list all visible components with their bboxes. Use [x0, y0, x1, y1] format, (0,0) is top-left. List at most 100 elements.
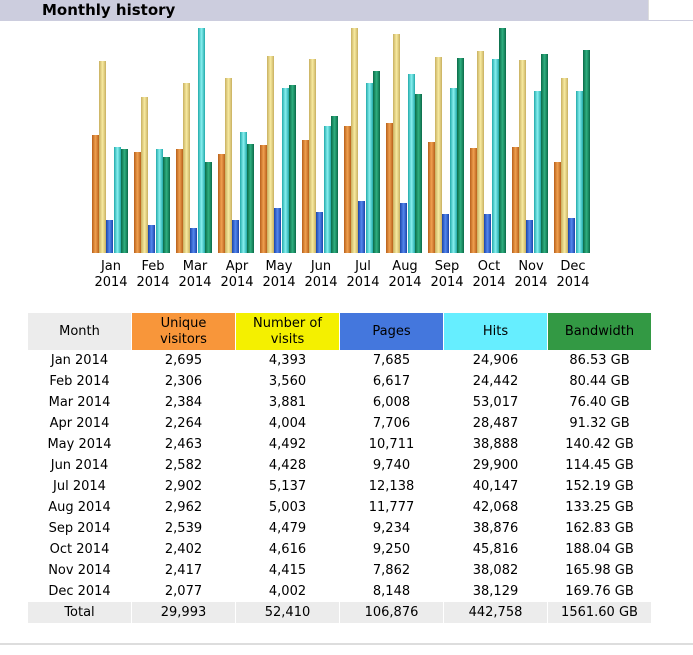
table-cell: 3,881 — [268, 395, 307, 410]
table-cell: 4,415 — [268, 563, 307, 578]
table-cell: Apr 2014 — [49, 416, 110, 431]
bar-pages — [400, 203, 408, 253]
bar-hits — [491, 59, 499, 253]
bar-visitors — [386, 123, 393, 253]
bar-visitors — [260, 145, 267, 253]
table-row: Mar 2014 2,384 3,881 6,008 53,017 76.40 GB — [28, 392, 651, 413]
bar-visitors — [512, 147, 519, 253]
bar-hits — [575, 91, 583, 253]
bar-visitors — [218, 154, 225, 253]
bar-bandwidth — [120, 149, 128, 253]
table-row: Nov 2014 2,417 4,415 7,862 38,082 165.98 GB — [28, 560, 651, 581]
bar-hits — [533, 91, 541, 253]
bar-hits — [323, 126, 331, 253]
table-cell: 86.53 GB — [569, 353, 630, 368]
table-cell: 5,003 — [268, 500, 307, 515]
bar-visits — [309, 59, 317, 253]
table-cell: 9,250 — [372, 542, 411, 557]
table-cell: Jun 2014 — [50, 458, 109, 473]
bar-visitors — [92, 135, 99, 253]
table-cell: 9,234 — [372, 521, 411, 536]
table-row: Jun 2014 2,582 4,428 9,740 29,900 114.45 GB — [28, 455, 651, 476]
section-header: Monthly history — [0, 0, 648, 20]
total-cell: 106,876 — [340, 602, 443, 623]
table-cell: 38,129 — [472, 584, 519, 599]
table-cell: 38,082 — [472, 563, 519, 578]
table-cell: 6,008 — [372, 395, 411, 410]
monthly-history-table: Month Unique visitors Number of visits Page… — [27, 313, 652, 623]
x-tick-label: Oct 2014 — [472, 259, 506, 290]
total-cell: 52,410 — [236, 602, 339, 623]
bar-pages — [316, 212, 324, 253]
table-cell: Nov 2014 — [48, 563, 111, 578]
table-cell: 2,695 — [164, 353, 203, 368]
table-cell: Oct 2014 — [49, 542, 110, 557]
x-tick-label: Jan 2014 — [94, 259, 128, 290]
bar-pages — [190, 228, 198, 253]
bar-visitors — [428, 142, 435, 253]
x-tick-label: Dec 2014 — [556, 259, 590, 290]
table-cell: 2,417 — [164, 563, 203, 578]
table-row: Oct 2014 2,402 4,616 9,250 45,816 188.04 GB — [28, 539, 651, 560]
table-cell: 2,077 — [164, 584, 203, 599]
table-cell: 40,147 — [472, 479, 519, 494]
bar-hits — [197, 28, 205, 253]
table-cell: 12,138 — [368, 479, 415, 494]
bar-visits — [435, 57, 443, 253]
column-header: Month — [28, 313, 131, 350]
total-cell: 29,993 — [132, 602, 235, 623]
table-row: Jul 2014 2,902 5,137 12,138 40,147 152.19 GB — [28, 476, 651, 497]
bar-bandwidth — [372, 71, 380, 253]
bar-visitors — [554, 162, 561, 253]
bar-visits — [561, 78, 569, 253]
table-cell: May 2014 — [47, 437, 112, 452]
bar-bandwidth — [456, 58, 464, 253]
table-cell: 24,906 — [472, 353, 519, 368]
table-cell: 7,685 — [372, 353, 411, 368]
bar-hits — [155, 149, 163, 253]
table-cell: 4,479 — [268, 521, 307, 536]
bar-visits — [519, 60, 527, 253]
table-cell: 53,017 — [472, 395, 519, 410]
table-cell: 38,888 — [472, 437, 519, 452]
bar-bandwidth — [498, 28, 506, 253]
bar-visitors — [344, 126, 351, 253]
table-cell: 4,616 — [268, 542, 307, 557]
table-cell: 165.98 GB — [565, 563, 634, 578]
column-header: Unique visitors — [132, 313, 235, 350]
table-cell: 29,900 — [472, 458, 519, 473]
table-cell: 2,402 — [164, 542, 203, 557]
bar-hits — [365, 83, 373, 253]
table-cell: 169.76 GB — [565, 584, 634, 599]
table-cell: 76.40 GB — [569, 395, 630, 410]
table-cell: 80.44 GB — [569, 374, 630, 389]
table-cell: 24,442 — [472, 374, 519, 389]
table-cell: 2,384 — [164, 395, 203, 410]
bar-bandwidth — [540, 54, 548, 253]
total-row: Total 29,993 52,410 106,876 442,758 1561.60 G… — [28, 602, 651, 623]
table-cell: 4,428 — [268, 458, 307, 473]
bar-bandwidth — [414, 94, 422, 253]
table-cell: 6,617 — [372, 374, 411, 389]
bar-visits — [393, 34, 401, 253]
bar-pages — [274, 208, 282, 253]
bar-bandwidth — [582, 50, 590, 253]
table-cell: 7,862 — [372, 563, 411, 578]
table-cell: 2,306 — [164, 374, 203, 389]
column-header: Hits — [444, 313, 547, 350]
table-cell: Mar 2014 — [48, 395, 111, 410]
table-row: Jan 2014 2,695 4,393 7,685 24,906 86.53 GB — [28, 350, 651, 371]
table-cell: 28,487 — [472, 416, 519, 431]
table-cell: 45,816 — [472, 542, 519, 557]
header-divider — [0, 20, 693, 21]
table-cell: Feb 2014 — [49, 374, 110, 389]
table-row: Sep 2014 2,539 4,479 9,234 38,876 162.83 GB — [28, 518, 651, 539]
x-tick-label: Jul 2014 — [346, 259, 380, 290]
bar-visits — [225, 78, 233, 253]
x-tick-label: Aug 2014 — [388, 259, 422, 290]
table-cell: 114.45 GB — [565, 458, 634, 473]
table-cell: 7,706 — [372, 416, 411, 431]
table-row: Aug 2014 2,962 5,003 11,777 42,068 133.25 GB — [28, 497, 651, 518]
table-cell: 2,539 — [164, 521, 203, 536]
table-cell: 4,393 — [268, 353, 307, 368]
